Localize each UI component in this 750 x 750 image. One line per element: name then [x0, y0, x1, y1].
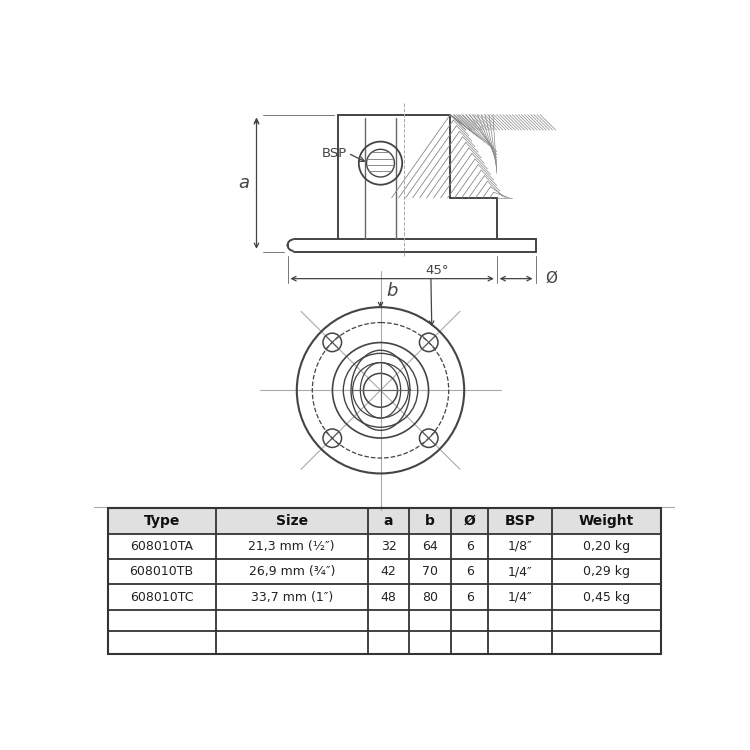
Text: a: a — [238, 174, 250, 192]
Text: Ø: Ø — [464, 514, 476, 528]
Text: 48: 48 — [380, 590, 397, 604]
Text: 80: 80 — [422, 590, 438, 604]
Text: 0,20 kg: 0,20 kg — [583, 540, 630, 553]
Text: 33,7 mm (1″): 33,7 mm (1″) — [251, 590, 333, 604]
Text: 6: 6 — [466, 590, 473, 604]
Text: Size: Size — [276, 514, 308, 528]
Bar — [108, 508, 661, 533]
Text: Type: Type — [143, 514, 180, 528]
Text: 6: 6 — [466, 540, 473, 553]
Bar — [94, 90, 675, 510]
Text: 6: 6 — [466, 566, 473, 578]
Text: 608010TB: 608010TB — [130, 566, 194, 578]
Text: 32: 32 — [381, 540, 397, 553]
Text: Ø: Ø — [545, 272, 557, 286]
Text: BSP: BSP — [321, 147, 346, 160]
Text: 608010TA: 608010TA — [130, 540, 194, 553]
Text: 26,9 mm (¾″): 26,9 mm (¾″) — [248, 566, 335, 578]
Text: a: a — [384, 514, 393, 528]
Text: 64: 64 — [422, 540, 438, 553]
Text: 0,29 kg: 0,29 kg — [583, 566, 630, 578]
Text: 42: 42 — [381, 566, 397, 578]
Text: 70: 70 — [422, 566, 438, 578]
Text: 1/4″: 1/4″ — [508, 566, 532, 578]
Text: BSP: BSP — [505, 514, 536, 528]
Bar — [108, 533, 661, 654]
Text: b: b — [386, 282, 398, 300]
Text: 608010TC: 608010TC — [130, 590, 194, 604]
Text: 21,3 mm (½″): 21,3 mm (½″) — [248, 540, 335, 553]
Bar — [108, 508, 661, 654]
Text: 0,45 kg: 0,45 kg — [583, 590, 630, 604]
Text: b: b — [425, 514, 435, 528]
Text: 45°: 45° — [425, 264, 448, 277]
Text: 1/4″: 1/4″ — [508, 590, 532, 604]
Text: Weight: Weight — [579, 514, 634, 528]
Text: 1/8″: 1/8″ — [508, 540, 532, 553]
